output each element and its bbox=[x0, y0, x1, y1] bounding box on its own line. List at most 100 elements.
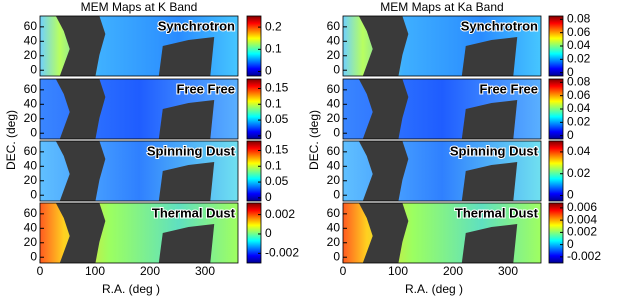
colorbar-tick-label: 0.04 bbox=[567, 101, 591, 115]
colorbar-tick-label: 0 bbox=[567, 237, 574, 251]
panel-label: Spinning Dust bbox=[450, 143, 539, 158]
colorbar-tick-label: 0 bbox=[265, 64, 272, 78]
colorbar bbox=[246, 15, 262, 77]
masked-region bbox=[461, 224, 518, 263]
masked-region bbox=[358, 203, 409, 263]
colorbar bbox=[246, 140, 262, 202]
colorbar-tick-label: 0.06 bbox=[567, 25, 591, 39]
y-tick-label: 60 bbox=[327, 206, 341, 220]
colorbar bbox=[246, 202, 262, 264]
y-tick-label: 20 bbox=[24, 48, 38, 62]
y-tick-label: 60 bbox=[327, 82, 341, 96]
panel-frame bbox=[39, 78, 239, 140]
y-tick-label: 60 bbox=[327, 144, 341, 158]
masked-region bbox=[55, 79, 106, 139]
colorbar-tick-label: -0.002 bbox=[265, 245, 299, 259]
y-tick-label: 60 bbox=[24, 82, 38, 96]
y-tick-label: 60 bbox=[24, 144, 38, 158]
x-axis-label: R.A. (deg ) bbox=[102, 282, 160, 296]
y-tick-label: 60 bbox=[327, 19, 341, 33]
y-tick-label: 40 bbox=[327, 158, 341, 172]
y-tick-label: 0 bbox=[333, 125, 340, 139]
y-tick-label: 40 bbox=[327, 33, 341, 47]
x-tick-label: 0 bbox=[340, 264, 347, 278]
colorbar-tick-label: 0.002 bbox=[567, 225, 597, 239]
y-tick-label: 60 bbox=[24, 206, 38, 220]
masked-region bbox=[55, 203, 106, 263]
y-tick-label: 20 bbox=[24, 111, 38, 125]
y-tick-label: 0 bbox=[333, 187, 340, 201]
colorbar-tick-label: 0.04 bbox=[567, 38, 591, 52]
panel-frame bbox=[39, 202, 239, 264]
y-tick-label: 20 bbox=[24, 235, 38, 249]
x-tick-label: 100 bbox=[85, 264, 105, 278]
colorbar-tick-label: 0.15 bbox=[265, 81, 289, 95]
x-tick-label: 200 bbox=[140, 264, 160, 278]
x-tick-label: 100 bbox=[388, 264, 408, 278]
panel-label: Thermal Dust bbox=[455, 205, 539, 220]
y-tick-label: 0 bbox=[30, 125, 37, 139]
colorbar-tick-label: 0.2 bbox=[265, 19, 282, 33]
colorbar bbox=[246, 78, 262, 140]
colorbar-tick-label: 0.02 bbox=[567, 166, 591, 180]
y-axis-label: DEC. (deg) bbox=[4, 110, 18, 170]
y-tick-label: 0 bbox=[333, 62, 340, 76]
x-tick-label: 300 bbox=[498, 264, 518, 278]
x-axis-label: R.A. (deg ) bbox=[405, 282, 463, 296]
y-axis-label: DEC. (deg) bbox=[307, 110, 321, 170]
colorbar-tick-label: 0 bbox=[265, 226, 272, 240]
colorbar-tick-label: 0 bbox=[567, 188, 574, 202]
colorbar-tick-label: 0 bbox=[567, 65, 574, 79]
y-tick-label: 0 bbox=[30, 62, 37, 76]
colorbar-tick-label: 0.1 bbox=[265, 42, 282, 56]
masked-region bbox=[358, 141, 409, 201]
colorbar-tick-label: 0.08 bbox=[567, 12, 591, 26]
panel-label: Free Free bbox=[176, 81, 235, 96]
colorbar-tick-label: 0.05 bbox=[265, 174, 289, 188]
panel-frame bbox=[342, 140, 542, 202]
masked-region bbox=[461, 37, 518, 76]
y-tick-label: 0 bbox=[30, 249, 37, 263]
masked-region bbox=[358, 79, 409, 139]
colorbar-tick-label: 0 bbox=[265, 128, 272, 142]
masked-region bbox=[158, 224, 215, 263]
chart-title: MEM Maps at K Band bbox=[81, 0, 198, 14]
masked-region bbox=[55, 141, 106, 201]
panel-frame bbox=[39, 140, 239, 202]
colorbar-tick-label: 0.1 bbox=[265, 96, 282, 110]
panel-label: Synchrotron bbox=[158, 18, 235, 33]
panel-frame bbox=[342, 15, 542, 77]
colorbar bbox=[548, 140, 564, 202]
y-tick-label: 20 bbox=[327, 48, 341, 62]
panel-frame bbox=[39, 15, 239, 77]
panel-label: Synchrotron bbox=[461, 18, 538, 33]
y-tick-label: 40 bbox=[327, 220, 341, 234]
y-tick-label: 40 bbox=[24, 158, 38, 172]
x-tick-label: 300 bbox=[195, 264, 215, 278]
y-tick-label: 0 bbox=[30, 187, 37, 201]
colorbar bbox=[548, 202, 564, 264]
colorbar-tick-label: 0.006 bbox=[567, 200, 597, 214]
masked-region bbox=[158, 37, 215, 76]
x-tick-label: 200 bbox=[443, 264, 463, 278]
masked-region bbox=[55, 16, 106, 76]
y-tick-label: 0 bbox=[333, 249, 340, 263]
panel-frame bbox=[342, 202, 542, 264]
y-tick-label: 20 bbox=[327, 111, 341, 125]
masked-region bbox=[461, 100, 518, 139]
panel-label: Spinning Dust bbox=[147, 143, 236, 158]
y-tick-label: 40 bbox=[24, 33, 38, 47]
masked-region bbox=[358, 16, 409, 76]
colorbar-tick-label: 0.002 bbox=[265, 207, 295, 221]
y-tick-label: 60 bbox=[24, 19, 38, 33]
y-tick-label: 40 bbox=[24, 220, 38, 234]
masked-region bbox=[158, 162, 215, 201]
y-tick-label: 40 bbox=[327, 96, 341, 110]
colorbar-tick-label: 0 bbox=[567, 128, 574, 142]
y-tick-label: 20 bbox=[24, 173, 38, 187]
colorbar-tick-label: 0.02 bbox=[567, 52, 591, 66]
chart-title: MEM Maps at Ka Band bbox=[380, 0, 503, 14]
colorbar-tick-label: 0.15 bbox=[265, 143, 289, 157]
masked-region bbox=[158, 100, 215, 139]
masked-region bbox=[461, 162, 518, 201]
